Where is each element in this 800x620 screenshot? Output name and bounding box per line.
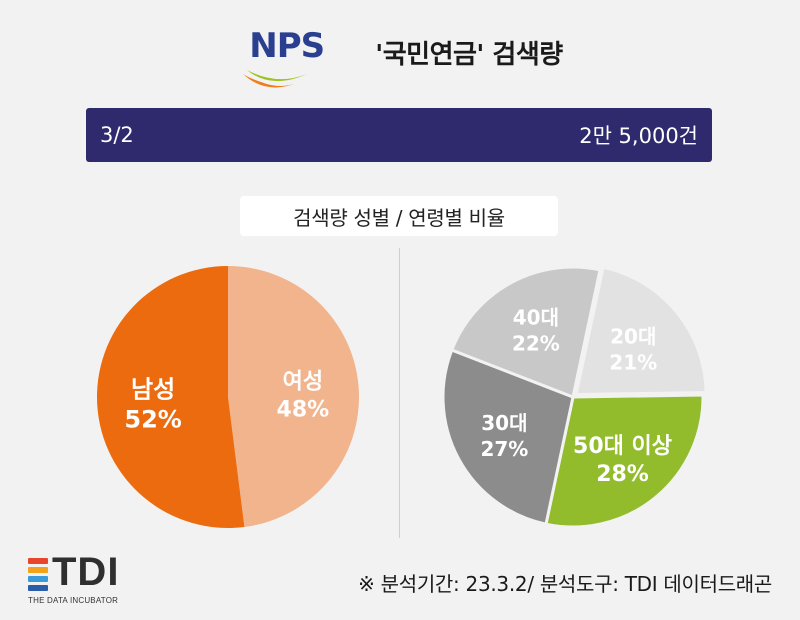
header: NPS '국민연금' 검색량 bbox=[0, 22, 800, 88]
page-title: '국민연금' 검색량 bbox=[375, 39, 563, 70]
pie-slice-1 bbox=[228, 266, 360, 527]
pie-slice-label: 여성 bbox=[283, 369, 323, 394]
pie-slice-value: 52% bbox=[124, 406, 181, 434]
tdi-bars-icon bbox=[28, 558, 48, 594]
tdi-logo: TDI THE DATA INCUBATOR bbox=[28, 550, 158, 608]
pie-slice-2 bbox=[97, 266, 245, 528]
pie-slice-value: 22% bbox=[512, 331, 560, 355]
analysis-note: ※ 분석기간: 23.3.2/ 분석도구: TDI 데이터드래곤 bbox=[358, 572, 772, 596]
pie-slice-value: 28% bbox=[596, 462, 649, 487]
pie-slice-value: 27% bbox=[480, 437, 528, 461]
chart-divider bbox=[399, 248, 400, 538]
pie-slice-2 bbox=[544, 393, 705, 529]
search-count-banner: 3/2 2만 5,000건 bbox=[86, 108, 712, 162]
pie-slice-label: 남성 bbox=[131, 376, 175, 404]
pie-slice-1 bbox=[574, 265, 708, 396]
pie-slice-value: 21% bbox=[609, 350, 657, 374]
pie-slice-label: 50대 이상 bbox=[573, 434, 672, 459]
pie-slice-label: 30대 bbox=[481, 411, 527, 435]
tdi-logo-text: TDI bbox=[52, 550, 120, 594]
pie-slice-4 bbox=[449, 265, 602, 400]
nps-logo: NPS bbox=[237, 24, 357, 88]
pie-slice-label: 20대 bbox=[610, 324, 656, 348]
pie-slice-value: 48% bbox=[277, 397, 330, 422]
banner-date: 3/2 bbox=[100, 123, 134, 147]
pie-slice-3 bbox=[441, 348, 575, 526]
nps-swoosh-icon bbox=[243, 70, 308, 88]
banner-count: 2만 5,000건 bbox=[579, 124, 698, 148]
nps-logo-text: NPS bbox=[249, 26, 325, 66]
chart-subtitle: 검색량 성별 / 연령별 비율 bbox=[240, 196, 558, 236]
tdi-logo-subtext: THE DATA INCUBATOR bbox=[28, 596, 119, 605]
pie-slice-label: 40대 bbox=[513, 305, 559, 329]
